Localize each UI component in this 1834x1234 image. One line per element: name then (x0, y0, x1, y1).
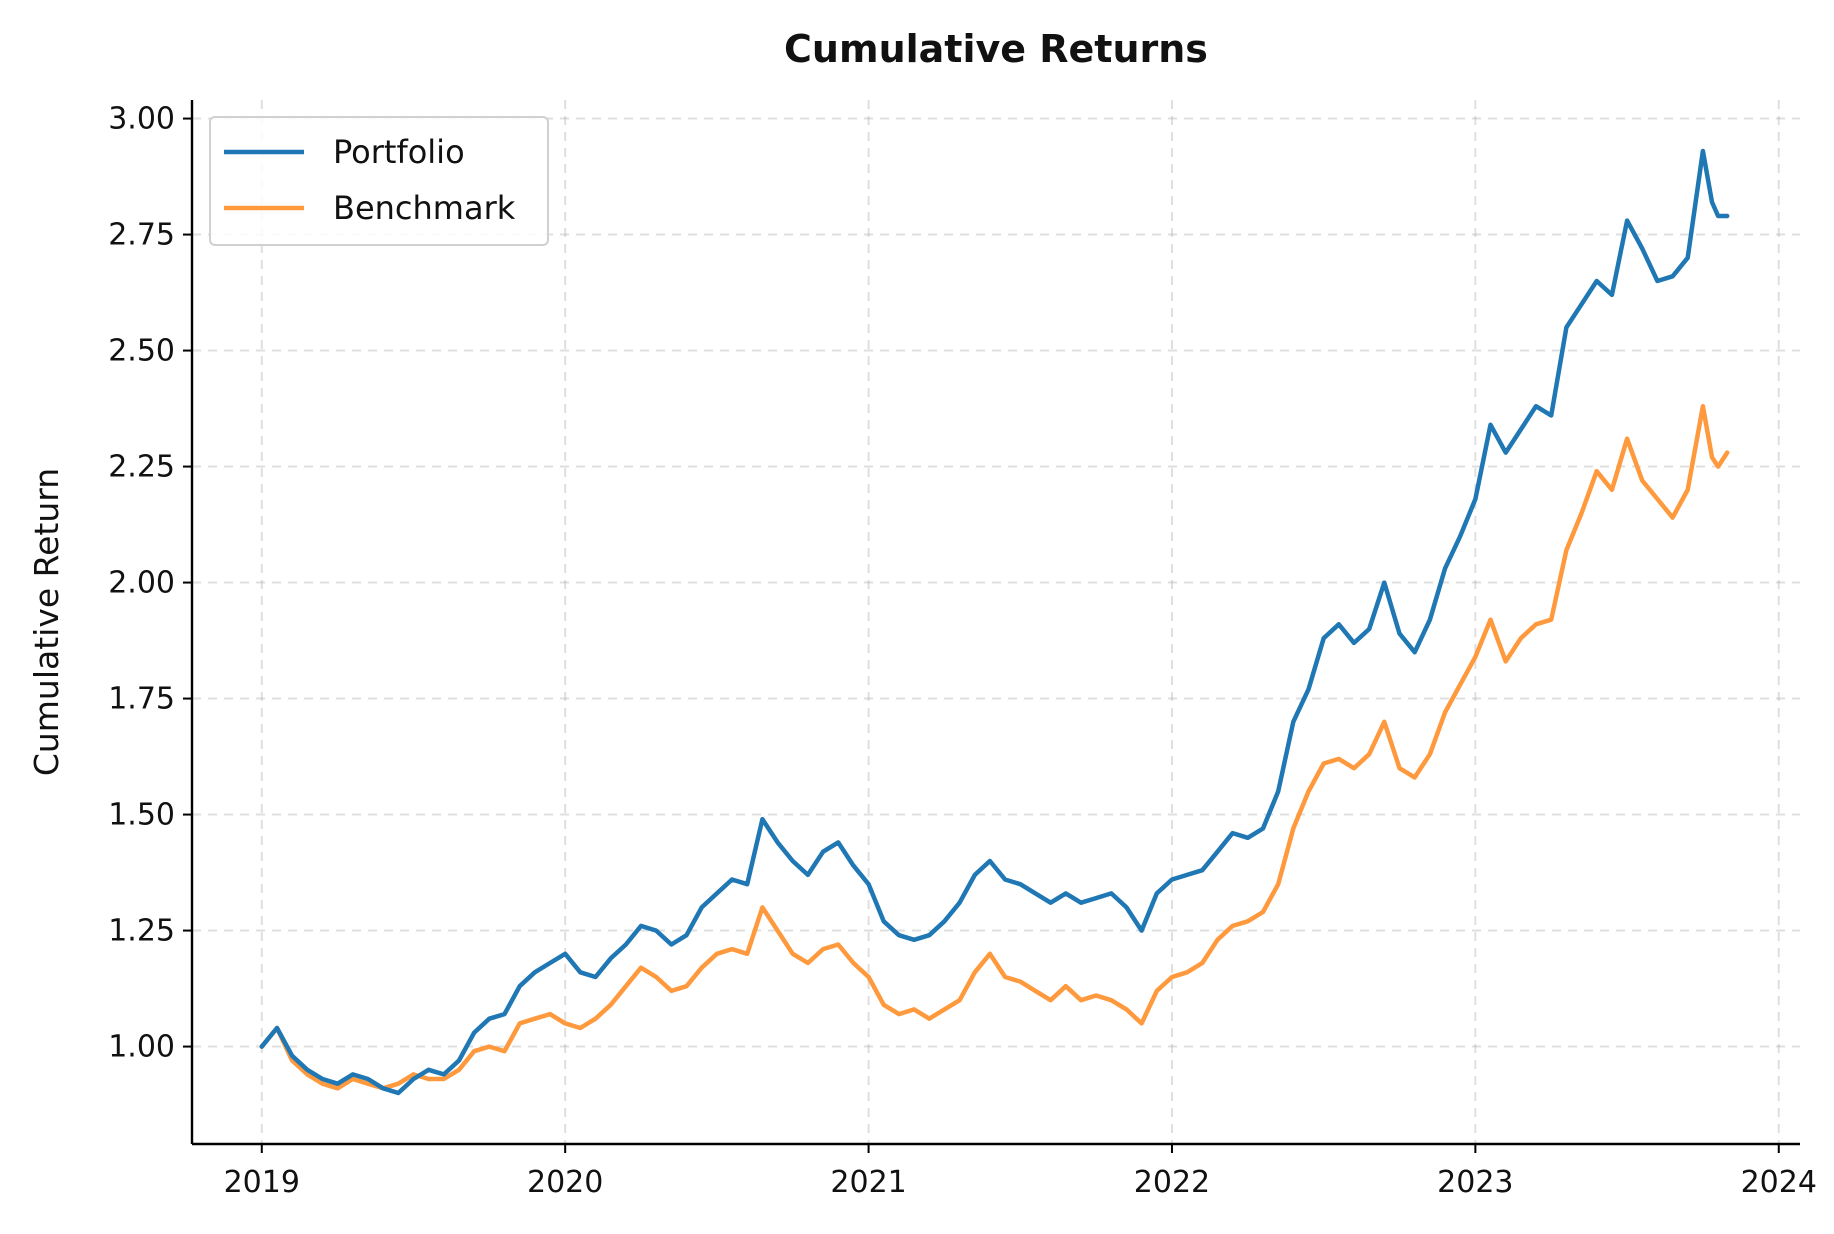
axes (190, 100, 1800, 1146)
x-tick-label: 2019 (224, 1165, 300, 1200)
y-tick-label: 2.75 (108, 218, 175, 253)
y-tick-label: 1.50 (108, 798, 175, 833)
legend-label-benchmark: Benchmark (333, 189, 516, 227)
y-tick-label: 1.00 (108, 1030, 175, 1065)
y-tick-label: 1.25 (108, 914, 175, 949)
x-tick-label: 2022 (1134, 1165, 1210, 1200)
x-tick-label: 2023 (1437, 1165, 1513, 1200)
y-tick-label: 2.00 (108, 566, 175, 601)
series-line-portfolio (259, 148, 1730, 1096)
y-axis-label: Cumulative Return (27, 468, 66, 776)
y-tick-label: 2.50 (108, 334, 175, 369)
series-line-benchmark (259, 403, 1730, 1091)
series-layer (259, 148, 1730, 1096)
x-tick-label: 2021 (830, 1165, 906, 1200)
x-tick-label: 2020 (527, 1165, 603, 1200)
y-tick-label: 1.75 (108, 682, 175, 717)
y-tick-label: 3.00 (108, 102, 175, 137)
y-tick-label: 2.25 (108, 450, 175, 485)
legend-label-portfolio: Portfolio (333, 133, 465, 171)
grid (192, 100, 1800, 1144)
ticks: 1.00 1.25 1.50 1.75 2.00 2.25 2.50 2.75 3.00 2019… (108, 102, 1817, 1200)
chart-title: Cumulative Returns (784, 27, 1208, 71)
legend: Portfolio Benchmark (209, 116, 549, 246)
x-tick-label: 2024 (1741, 1165, 1817, 1200)
legend-frame (209, 116, 549, 246)
